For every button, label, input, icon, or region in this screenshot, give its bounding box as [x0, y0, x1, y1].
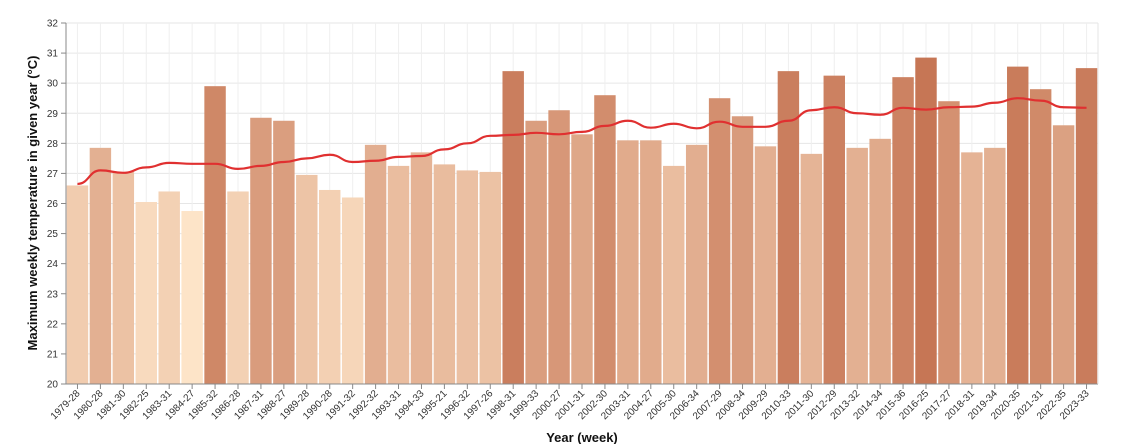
bar-1992-32[interactable]: [364, 144, 387, 384]
bar-2017-27[interactable]: [938, 101, 960, 384]
bar-2003-31[interactable]: [617, 140, 639, 384]
bar-1983-31[interactable]: [158, 191, 180, 384]
bar-2013-32[interactable]: [846, 147, 868, 384]
bar-2000-27[interactable]: [548, 110, 570, 384]
bar-2007-29[interactable]: [708, 98, 731, 384]
y-tick-label: 31: [47, 49, 59, 60]
bar-1998-31[interactable]: [502, 71, 524, 384]
bar-2012-29[interactable]: [823, 75, 845, 384]
y-tick-label: 24: [47, 259, 59, 270]
bar-2021-31[interactable]: [1029, 89, 1052, 384]
bar-1986-28[interactable]: [227, 191, 249, 384]
bar-1979-28[interactable]: [66, 185, 89, 384]
bar-2023-33[interactable]: [1075, 68, 1098, 384]
y-tick-label: 30: [47, 79, 59, 90]
y-tick-label: 26: [47, 199, 59, 210]
bar-1996-32[interactable]: [456, 170, 479, 384]
y-tick-label: 28: [47, 139, 59, 150]
bar-2014-34[interactable]: [869, 138, 891, 384]
bar-2015-36[interactable]: [892, 77, 914, 385]
bar-2004-27[interactable]: [640, 140, 662, 384]
x-axis-title: Year (week): [546, 430, 618, 444]
bar-1999-33[interactable]: [525, 120, 547, 384]
bar-1985-32[interactable]: [204, 86, 226, 385]
bar-2001-31[interactable]: [571, 134, 593, 384]
bar-2020-35[interactable]: [1007, 66, 1029, 384]
bar-2019-34[interactable]: [984, 147, 1006, 384]
bar-2005-30[interactable]: [663, 165, 685, 384]
bar-2010-33[interactable]: [777, 71, 800, 384]
bar-1990-28[interactable]: [319, 189, 341, 384]
y-axis-title: Maximum weekly temperature in given year…: [25, 56, 40, 351]
y-tick-label: 32: [47, 19, 59, 30]
y-tick-label: 29: [47, 109, 59, 120]
bar-1991-32[interactable]: [341, 197, 364, 384]
bar-2022-35[interactable]: [1052, 125, 1075, 385]
bar-2018-31[interactable]: [961, 152, 983, 384]
bar-1989-28[interactable]: [296, 174, 318, 384]
bars-group: [66, 57, 1098, 385]
bar-1982-25[interactable]: [135, 201, 157, 384]
bar-1995-21[interactable]: [433, 164, 456, 384]
bar-1984-27[interactable]: [181, 211, 203, 384]
y-tick-label: 22: [47, 319, 59, 330]
bar-1997-26[interactable]: [479, 171, 501, 384]
y-tick-label: 21: [47, 349, 59, 360]
bar-2016-25[interactable]: [915, 57, 937, 385]
y-tick-label: 23: [47, 289, 59, 300]
bar-2009-29[interactable]: [754, 146, 777, 384]
bar-1981-30[interactable]: [112, 171, 135, 384]
y-tick-label: 27: [47, 169, 59, 180]
y-tick-label: 25: [47, 229, 59, 240]
trend-line: [77, 97, 1087, 186]
trend-line-group: [77, 97, 1087, 186]
y-tick-label: 20: [47, 380, 59, 391]
bar-1988-27[interactable]: [273, 120, 295, 384]
bar-1993-31[interactable]: [387, 165, 410, 384]
bar-2002-30[interactable]: [594, 95, 616, 384]
bar-2011-30[interactable]: [800, 153, 823, 384]
bar-1980-28[interactable]: [89, 147, 112, 384]
bar-2008-34[interactable]: [731, 116, 754, 384]
bar-2006-34[interactable]: [685, 144, 708, 384]
bar-1994-33[interactable]: [410, 152, 433, 384]
bar-1987-31[interactable]: [250, 117, 272, 384]
